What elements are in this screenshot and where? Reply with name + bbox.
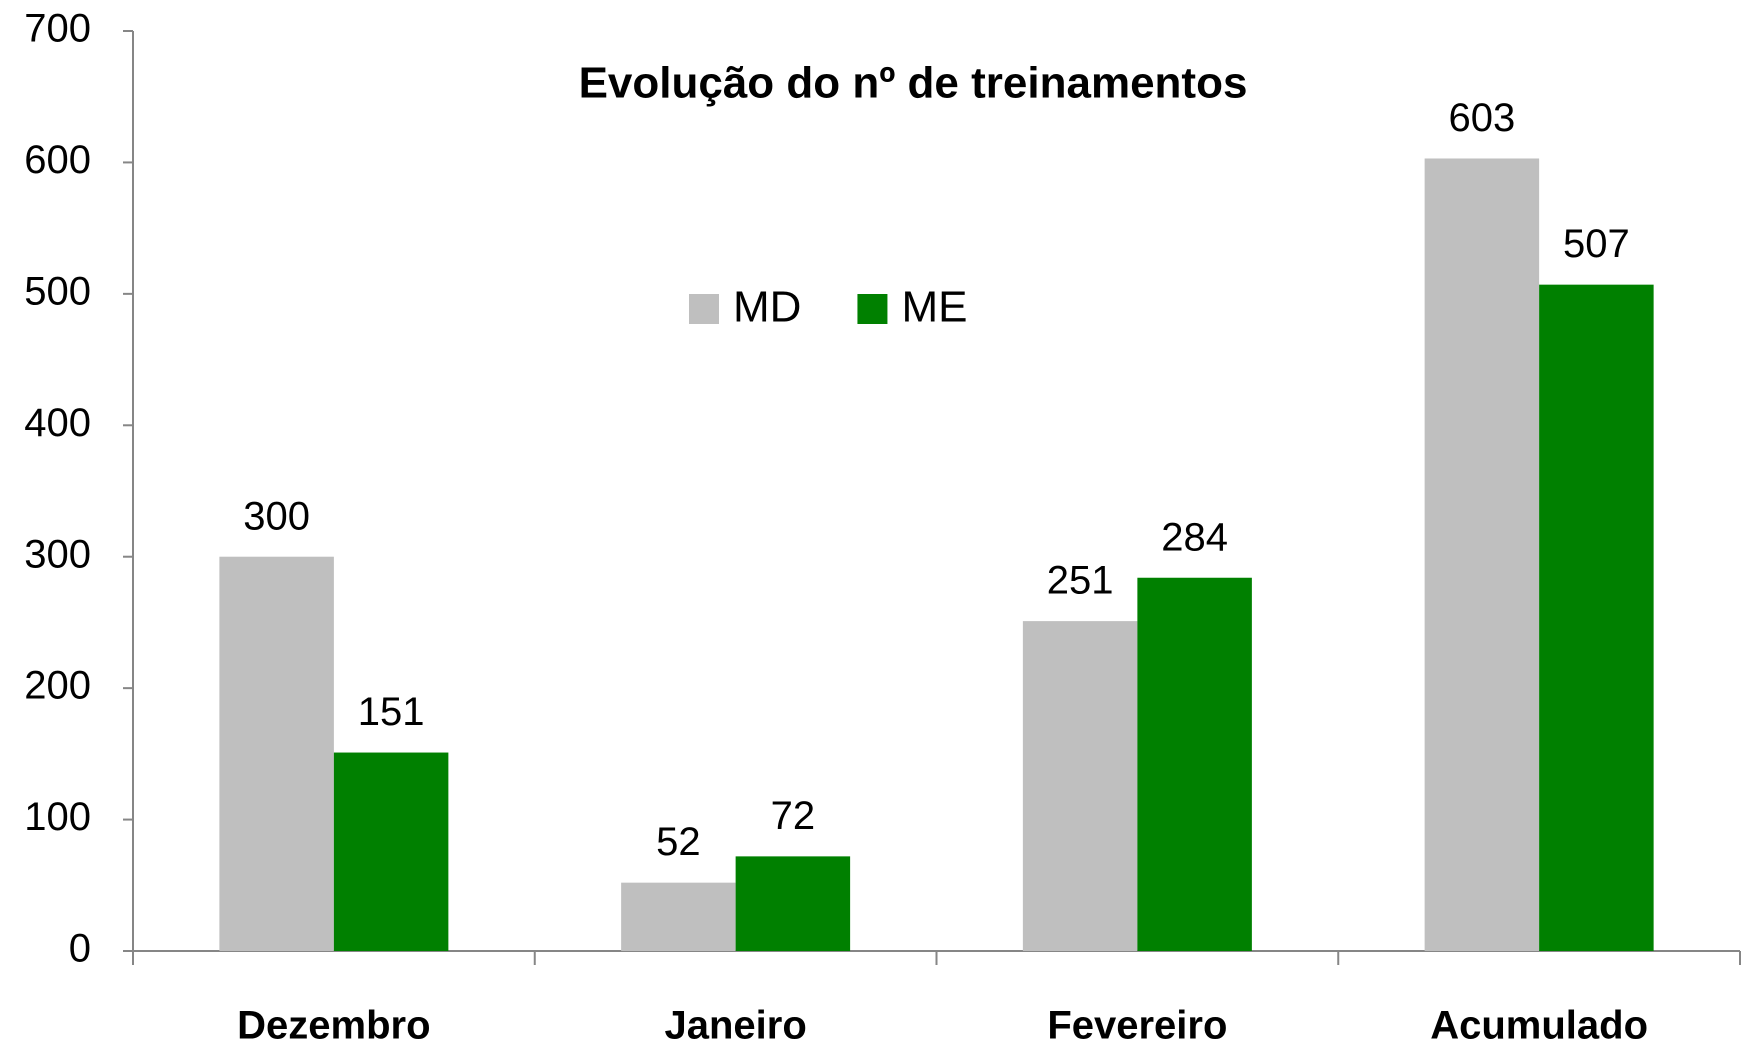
bar (333, 752, 449, 951)
legend-swatch (689, 294, 719, 324)
data-label: 603 (1449, 96, 1516, 140)
data-label: 284 (1161, 515, 1228, 559)
data-label: 72 (771, 794, 816, 838)
x-tick-label: Dezembro (237, 1004, 430, 1047)
y-tick-label: 300 (24, 532, 91, 576)
x-tick-label: Acumulado (1430, 1004, 1648, 1047)
bar (1424, 158, 1540, 951)
bar (735, 856, 851, 951)
data-label: 251 (1047, 559, 1114, 603)
y-tick-label: 0 (69, 927, 91, 971)
data-label: 300 (243, 494, 310, 538)
bar (1022, 621, 1138, 951)
bar (219, 556, 334, 951)
legend-swatch (857, 294, 888, 324)
x-tick-label: Fevereiro (1047, 1004, 1227, 1047)
y-tick-label: 700 (24, 7, 91, 51)
x-tick-label: Janeiro (664, 1004, 806, 1047)
legend-label: MD (733, 283, 801, 332)
data-label: 507 (1563, 222, 1630, 266)
bar (1137, 577, 1252, 951)
legend-label: ME (901, 283, 967, 332)
y-tick-label: 400 (24, 401, 91, 445)
y-tick-label: 200 (24, 664, 91, 708)
bar (621, 882, 736, 951)
chart-title: Evolução do nº de treinamentos (579, 59, 1248, 108)
data-label: 151 (358, 690, 425, 734)
y-tick-label: 100 (24, 795, 91, 839)
y-tick-label: 600 (24, 138, 91, 182)
y-tick-label: 500 (24, 269, 91, 313)
bar (1539, 284, 1654, 952)
data-label: 52 (656, 820, 701, 864)
